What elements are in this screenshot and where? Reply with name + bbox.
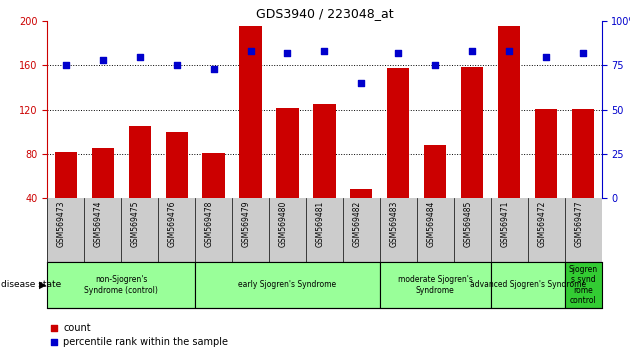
Bar	[564, 262, 602, 308]
Text: GSM569484: GSM569484	[427, 201, 435, 247]
Point	[504, 48, 514, 54]
Text: percentile rank within the sample: percentile rank within the sample	[63, 337, 228, 347]
Text: GSM569480: GSM569480	[278, 201, 287, 247]
Text: GSM569481: GSM569481	[316, 201, 324, 247]
Bar	[277, 108, 299, 198]
Text: ▶: ▶	[38, 280, 46, 290]
Point	[246, 48, 256, 54]
Bar	[129, 126, 151, 198]
Text: GSM569476: GSM569476	[168, 201, 176, 247]
Bar	[461, 67, 483, 198]
Point	[393, 50, 403, 56]
Bar	[498, 26, 520, 198]
Point	[60, 63, 71, 68]
Text: GSM569479: GSM569479	[241, 201, 251, 247]
Point	[541, 54, 551, 59]
Point	[135, 54, 145, 59]
Bar	[239, 26, 261, 198]
Bar	[91, 148, 114, 198]
Bar	[491, 262, 564, 308]
Point	[171, 63, 181, 68]
Text: GSM569477: GSM569477	[574, 201, 583, 247]
Point	[49, 339, 59, 344]
Text: GSM569474: GSM569474	[94, 201, 103, 247]
Text: GSM569472: GSM569472	[537, 201, 546, 247]
Text: GSM569485: GSM569485	[463, 201, 472, 247]
Point	[578, 50, 588, 56]
Bar	[350, 189, 372, 198]
Bar	[387, 68, 410, 198]
Point	[282, 50, 292, 56]
Point	[49, 325, 59, 330]
Bar	[166, 132, 188, 198]
Text: GSM569478: GSM569478	[205, 201, 214, 247]
Point	[357, 80, 367, 86]
Text: moderate Sjogren's
Syndrome: moderate Sjogren's Syndrome	[398, 275, 472, 295]
Bar	[424, 145, 447, 198]
Text: GSM569471: GSM569471	[500, 201, 509, 247]
Title: GDS3940 / 223048_at: GDS3940 / 223048_at	[256, 7, 393, 20]
Text: advanced Sjogren's Syndrome: advanced Sjogren's Syndrome	[470, 280, 586, 290]
Text: disease state: disease state	[1, 280, 62, 290]
Bar	[195, 262, 380, 308]
Point	[430, 63, 440, 68]
Text: GSM569473: GSM569473	[57, 201, 66, 247]
Bar	[380, 262, 491, 308]
Bar	[47, 262, 195, 308]
Text: Sjogren
s synd
rome
control: Sjogren s synd rome control	[569, 265, 598, 305]
Point	[209, 66, 219, 72]
Bar	[313, 104, 336, 198]
Text: non-Sjogren's
Syndrome (control): non-Sjogren's Syndrome (control)	[84, 275, 158, 295]
Point	[98, 57, 108, 63]
Bar	[202, 153, 225, 198]
Text: GSM569475: GSM569475	[130, 201, 140, 247]
Point	[467, 48, 478, 54]
Text: GSM569483: GSM569483	[389, 201, 398, 247]
Bar	[55, 152, 77, 198]
Bar	[535, 109, 558, 198]
Bar	[572, 109, 594, 198]
Text: early Sjogren's Syndrome: early Sjogren's Syndrome	[238, 280, 336, 290]
Point	[319, 48, 329, 54]
Text: count: count	[63, 322, 91, 332]
Text: GSM569482: GSM569482	[352, 201, 362, 247]
